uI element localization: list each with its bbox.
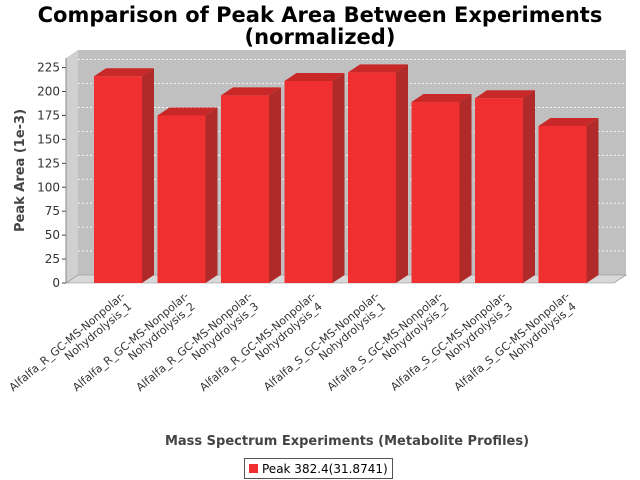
bar — [157, 115, 206, 283]
bar-top — [157, 107, 218, 116]
y-tick-label: 125 — [37, 156, 60, 170]
y-tick-label: 75 — [45, 204, 60, 218]
y-tick-label: 25 — [45, 252, 60, 266]
bar-top — [284, 72, 345, 81]
y-axis-label: Peak Area (1e-3) — [13, 109, 28, 232]
chart-legend: Peak 382.4(31.8741) — [244, 458, 393, 479]
bar-top — [348, 64, 408, 73]
bar-side — [586, 117, 599, 283]
bar — [94, 76, 142, 283]
y-tick-label: 200 — [37, 85, 60, 99]
legend-label: Peak 382.4(31.8741) — [262, 461, 388, 476]
bar-top — [411, 94, 472, 103]
bar-side — [205, 107, 218, 283]
bar — [348, 72, 396, 284]
bar-side — [459, 94, 472, 283]
bar-top — [94, 68, 154, 77]
bar-side — [332, 72, 345, 283]
bar-top — [475, 90, 535, 99]
bar — [284, 80, 333, 283]
y-tick-label: 150 — [37, 132, 60, 146]
bar — [538, 125, 587, 283]
y-tick-label: 0 — [52, 276, 60, 290]
legend-swatch — [249, 464, 258, 473]
x-axis-label: Mass Spectrum Experiments (Metabolite Pr… — [165, 434, 529, 449]
bar — [221, 95, 269, 283]
bar-side — [523, 90, 535, 283]
bar-top — [538, 117, 599, 126]
chart-title: Comparison of Peak Area Between Experime… — [37, 3, 603, 27]
y-tick-label: 225 — [37, 61, 60, 75]
bar — [411, 102, 460, 283]
bar-side — [396, 64, 408, 284]
plot-left-wall — [66, 50, 78, 283]
bar — [475, 98, 523, 283]
y-tick-label: 100 — [37, 180, 60, 194]
y-tick-label: 175 — [37, 108, 60, 122]
bar-side — [269, 87, 281, 283]
y-tick-label: 50 — [45, 228, 60, 242]
bar-side — [142, 68, 154, 283]
chart-subtitle: (normalized) — [244, 25, 396, 49]
bar-top — [221, 87, 281, 96]
